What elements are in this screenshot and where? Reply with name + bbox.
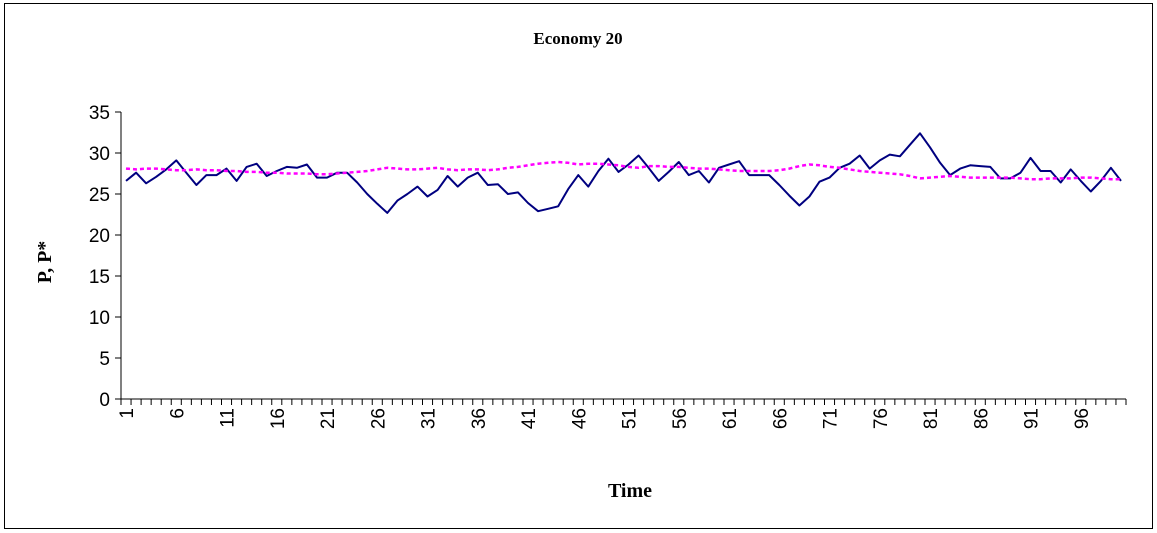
x-tick-label: 51 [620,408,641,429]
chart-title: Economy 20 [533,29,622,48]
x-tick-label: 96 [1072,408,1093,429]
x-tick-label: 1 [117,408,138,419]
x-tick-label: 41 [519,408,540,429]
x-tick-label: 81 [921,408,942,429]
y-tick-label: 35 [89,103,110,124]
y-tick-label: 0 [99,390,110,411]
x-tick-label: 66 [770,408,791,429]
x-tick-label: 16 [268,408,289,429]
x-tick-label: 26 [368,408,389,429]
x-tick-label: 86 [971,408,992,429]
x-tick-label: 76 [871,408,892,429]
y-tick-label: 25 [89,185,110,206]
series-layer [125,132,1122,214]
x-tick-label: 71 [821,408,842,429]
series-solid-line [125,132,1122,214]
y-tick-label: 5 [99,349,110,370]
y-ticks: 0 5 10 15 20 25 30 35 [89,103,121,411]
x-axis-title: Time [608,480,652,502]
y-tick-label: 10 [89,308,110,329]
y-tick-label: 30 [89,144,110,165]
y-tick-label: 20 [89,226,110,247]
x-tick-label: 56 [670,408,691,429]
x-tick-label: 46 [569,408,590,429]
x-tick-label: 11 [218,408,239,428]
x-tick-label: 6 [167,408,188,419]
chart-frame [4,3,1153,529]
x-tick-label: 61 [720,408,741,429]
x-tick-label: 91 [1022,408,1043,429]
y-tick-label: 15 [89,267,110,288]
x-tick-label: 21 [318,408,339,429]
series-dashed-line [125,160,1121,181]
y-axis-title: P, P* [34,241,56,284]
x-ticks: 1 6 11 16 21 26 31 36 41 46 51 56 61 66 71 76 81 86 91 96 [117,399,1127,429]
x-tick-label: 31 [419,408,440,429]
x-tick-label: 36 [469,408,490,429]
